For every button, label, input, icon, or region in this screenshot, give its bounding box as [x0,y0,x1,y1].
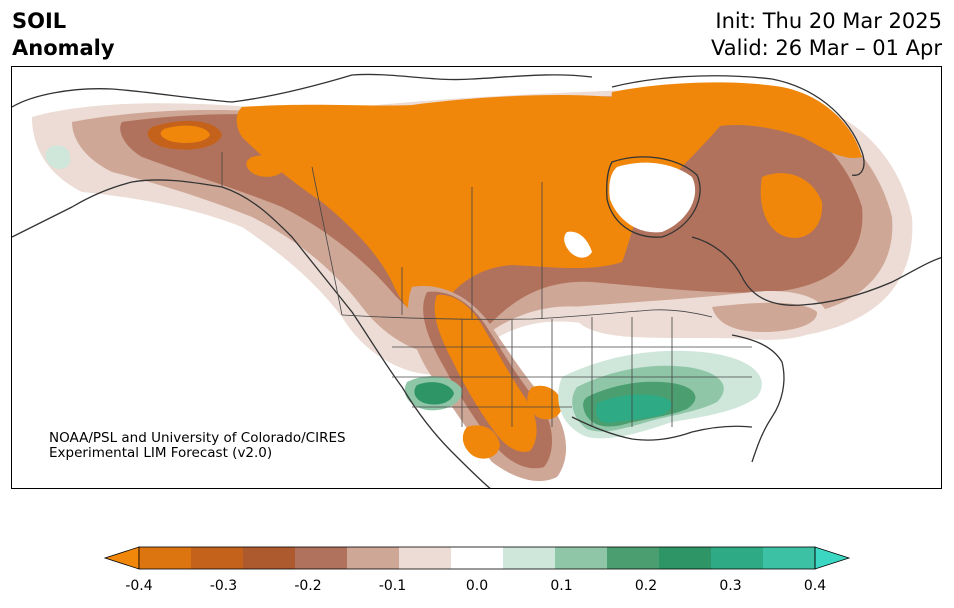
colorbar-tick-label: -0.2 [294,578,322,594]
colorbar-segment [347,547,400,569]
credit-line-2: Experimental LIM Forecast (v2.0) [49,445,273,461]
colorbar-tick-label: 0.4 [803,578,827,594]
prairie-near-zero-patch [564,231,592,258]
basin-strong-positive [414,382,454,405]
title-line-1: SOIL [12,9,67,33]
gulf-strongest-positive [596,394,672,423]
credit-line-1: NOAA/PSL and University of Colorado/CIRE… [49,430,346,446]
colorbar-tick-label: -0.1 [378,578,407,594]
credit-text: NOAA/PSL and University of Colorado/CIRE… [49,431,346,461]
anomaly-map [12,73,941,488]
yukon-negative-patch [246,155,285,177]
us-west-negative-core [434,294,537,452]
colorbar-tick-label: 0.1 [550,578,573,594]
valid-range: Valid: 26 Mar – 01 Apr [711,36,942,60]
greenland-negative [611,82,862,158]
colorbar-tick-label: -0.3 [209,578,238,594]
hudson-bay-water [609,162,696,233]
title-line-2: Anomaly [12,36,115,60]
plot-title: SOIL Anomaly [12,8,115,62]
colorbar-segment [451,547,504,569]
map-panel [11,66,942,489]
forecast-dates: Init: Thu 20 Mar 2025 Valid: 26 Mar – 01… [711,8,942,62]
colorbar-segment [503,547,556,569]
anomaly-fields [32,82,913,482]
political-borders [221,152,752,427]
colorbar-extend-high [814,546,851,570]
colorbar-tick-label: 0.2 [634,578,658,594]
colorbar-segment [711,547,764,569]
texas-negative-core [527,385,562,420]
colorbar-segment [139,547,192,569]
colorbar-segment [659,547,712,569]
colorbar [103,546,851,570]
colorbar-segment [607,547,660,569]
labrador-negative [760,173,823,238]
coastlines [12,73,941,488]
colorbar-outline [138,546,816,570]
alaska-negative-patch-2 [160,125,210,143]
colorbar-segment [763,547,816,569]
colorbar-tick-label: -0.4 [125,578,153,594]
colorbar-tick-label: 0.0 [465,578,489,594]
colorbar-segment [295,547,348,569]
colorbar-tick-label: 0.3 [719,578,742,594]
alaska-weak-positive [45,145,71,169]
strongest-negative-canada [236,94,732,318]
colorbar-segment [191,547,244,569]
northeast-moderate-negative [712,302,818,332]
colorbar-segment [555,547,608,569]
colorbar-extend-low [103,546,140,570]
mexico-negative-core [462,425,500,459]
colorbar-segment [399,547,452,569]
colorbar-segment [243,547,296,569]
init-date: Init: Thu 20 Mar 2025 [715,9,942,33]
